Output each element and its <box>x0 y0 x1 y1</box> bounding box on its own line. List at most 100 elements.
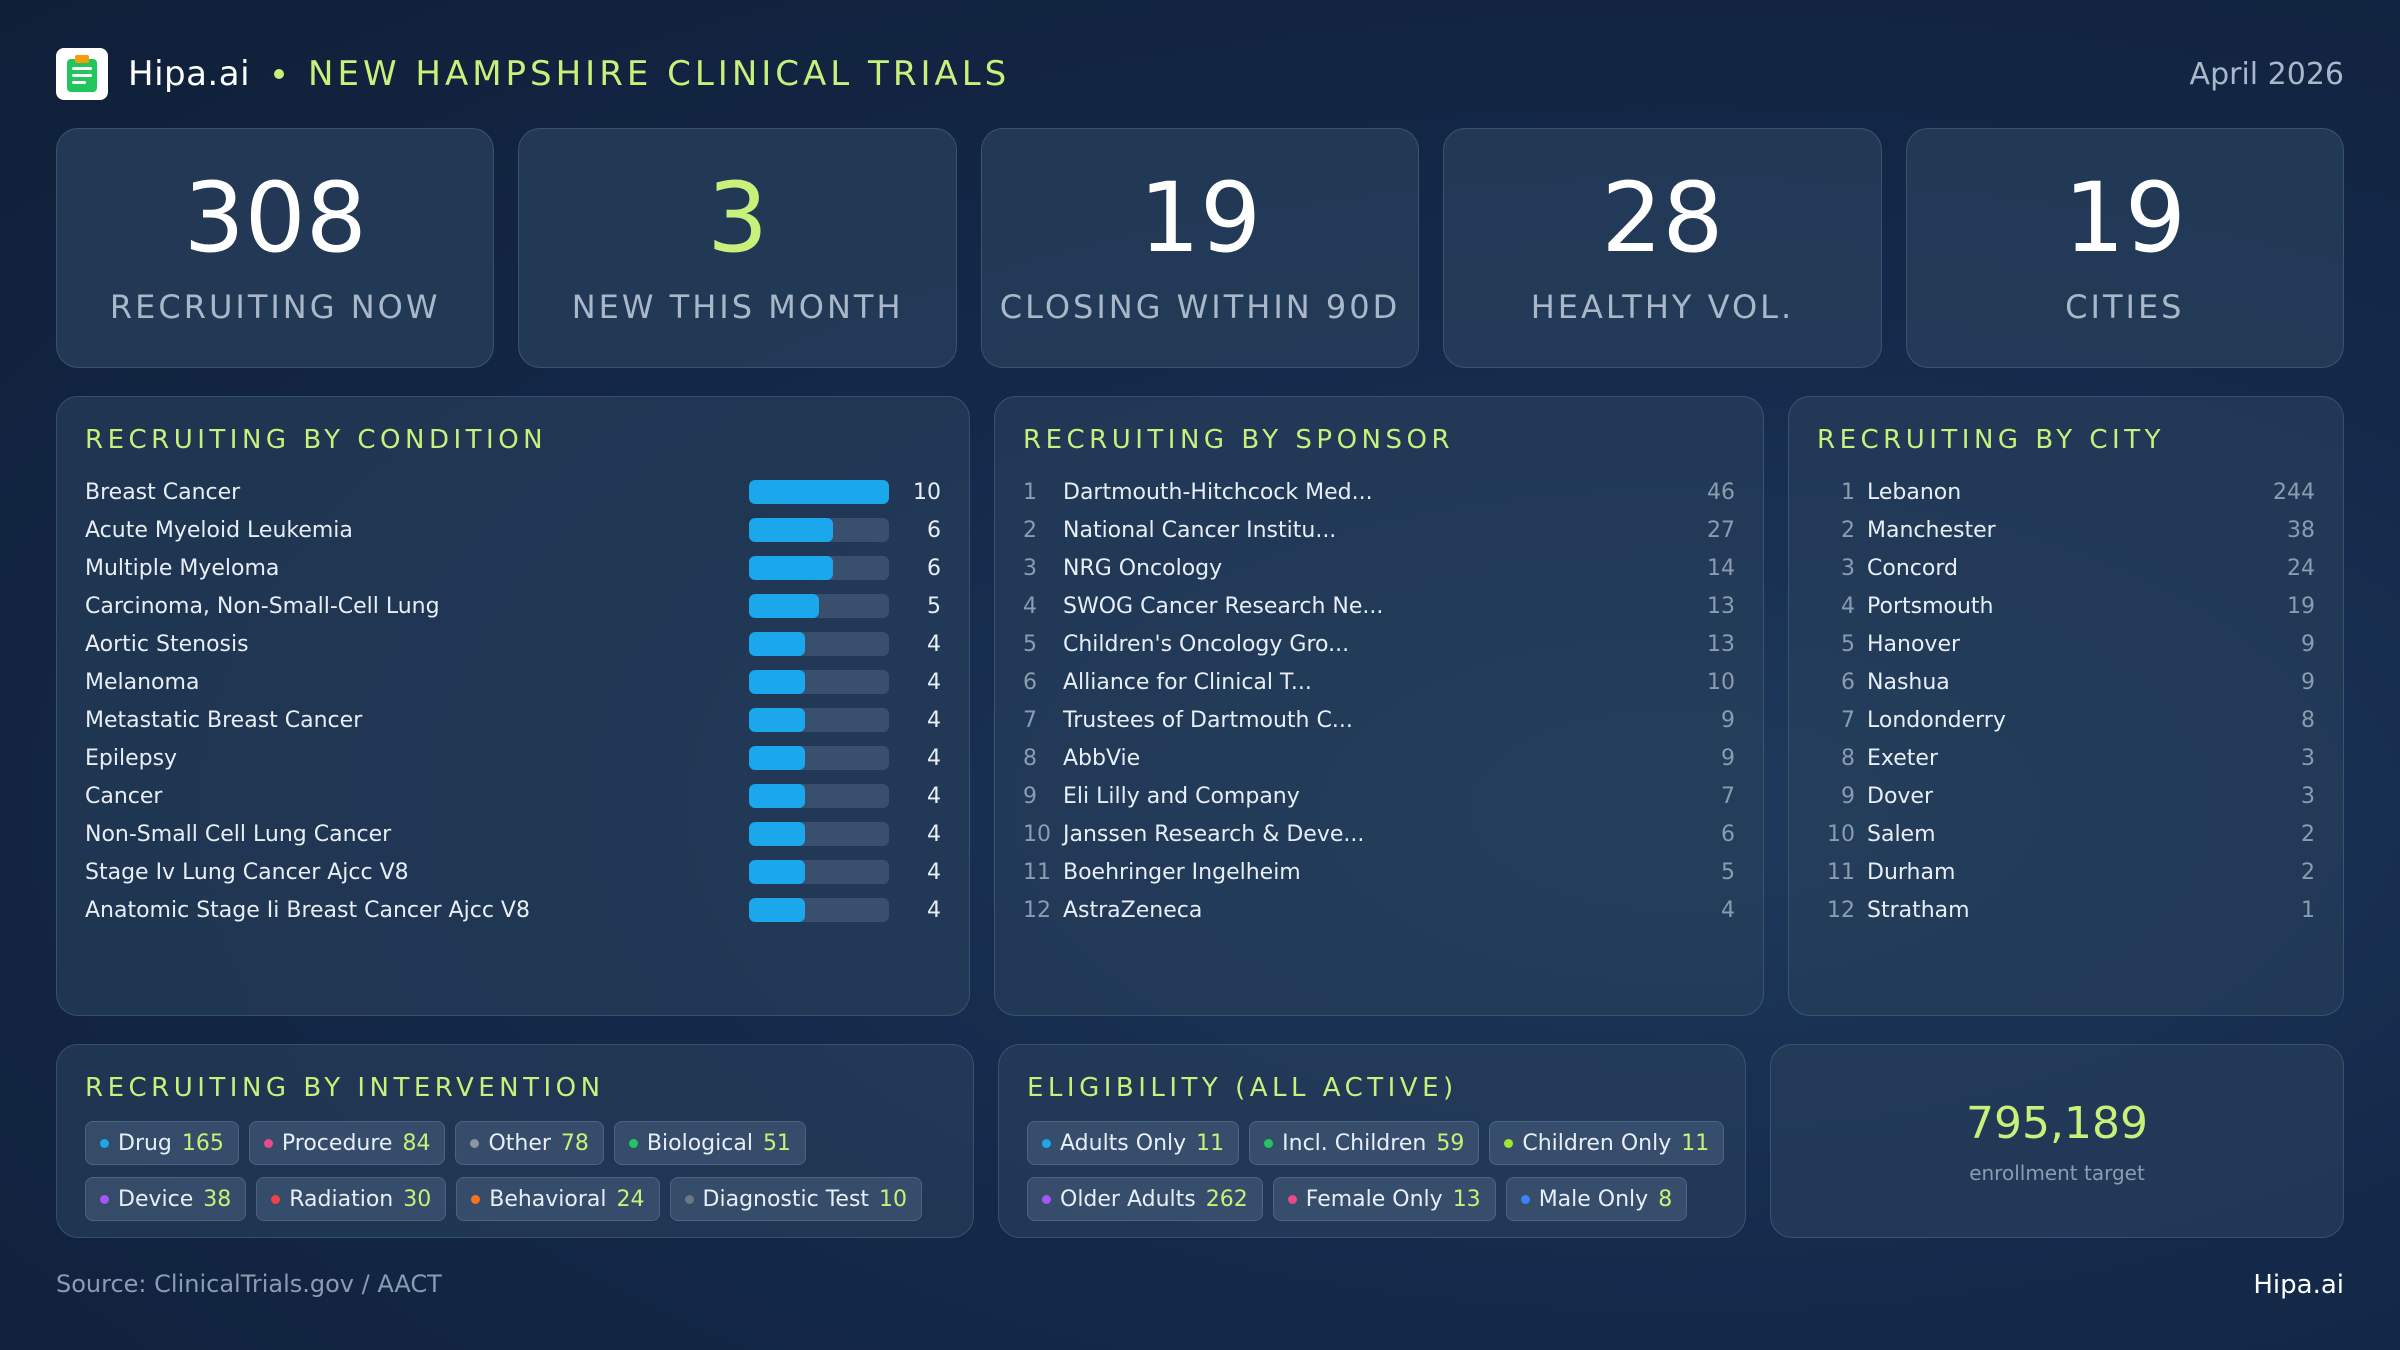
sponsor-row-name: National Cancer Institu... <box>1063 517 1337 543</box>
eligibility-chip-label: Older Adults <box>1060 1186 1196 1212</box>
brand-name: Hipa.ai <box>128 54 251 94</box>
city-row-count: 9 <box>2301 669 2315 695</box>
city-row-count: 2 <box>2301 821 2315 847</box>
condition-count: 6 <box>927 517 941 543</box>
sponsor-row-name: AbbVie <box>1063 745 1141 771</box>
city-row: 8 Exeter 3 <box>1817 739 2315 777</box>
condition-bar <box>749 518 833 542</box>
eligibility-chip: Older Adults 262 <box>1027 1177 1263 1221</box>
condition-name: Cancer <box>85 783 163 809</box>
condition-bar-track <box>749 518 889 542</box>
rank-number: 12 <box>1023 897 1051 923</box>
legend-dot-icon <box>263 1138 273 1148</box>
condition-count: 4 <box>927 897 941 923</box>
city-row: 9 Dover 3 <box>1817 777 2315 815</box>
intervention-chip-label: Biological <box>646 1130 753 1156</box>
condition-bar <box>749 860 805 884</box>
condition-name: Aortic Stenosis <box>85 631 249 657</box>
rank-number: 3 <box>1841 555 1855 581</box>
panel-title: RECRUITING BY SPONSOR <box>1023 425 1455 455</box>
city-row: 5 Hanover 9 <box>1817 625 2315 663</box>
sponsor-row-name: Janssen Research & Deve... <box>1063 821 1365 847</box>
eligibility-chips: Adults Only 11 Incl. Children 59 Children On… <box>1027 1121 1725 1221</box>
condition-bar-track <box>749 822 889 846</box>
sponsor-row-name: Eli Lilly and Company <box>1063 783 1300 809</box>
page-title: NEW HAMPSHIRE CLINICAL TRIALS <box>308 54 1011 94</box>
eligibility-chip: Male Only 8 <box>1505 1177 1688 1221</box>
clipboard-icon <box>56 48 108 100</box>
eligibility-chip-count: 11 <box>1681 1130 1710 1156</box>
city-row-count: 9 <box>2301 631 2315 657</box>
intervention-chip-label: Procedure <box>281 1130 393 1156</box>
intervention-chip-count: 38 <box>203 1186 232 1212</box>
intervention-chip: Device 38 <box>85 1177 247 1221</box>
condition-bar <box>749 670 805 694</box>
city-row-name: Londonderry <box>1867 707 2006 733</box>
intervention-chip: Diagnostic Test 10 <box>669 1177 923 1221</box>
sponsor-row-count: 13 <box>1707 593 1735 619</box>
intervention-chip: Other 78 <box>455 1121 604 1165</box>
city-row-count: 8 <box>2301 707 2315 733</box>
kpi-label: RECRUITING NOW <box>109 288 441 326</box>
city-row-name: Hanover <box>1867 631 1961 657</box>
enrollment-panel: 795,189 enrollment target <box>1770 1044 2344 1238</box>
kpi-value: 19 <box>2063 162 2186 274</box>
footer-brand: Hipa.ai <box>2253 1270 2344 1300</box>
condition-name: Stage Iv Lung Cancer Ajcc V8 <box>85 859 409 885</box>
condition-bar-track <box>749 860 889 884</box>
sponsor-row-count: 27 <box>1707 517 1735 543</box>
source-note: Source: ClinicalTrials.gov / AACT <box>56 1270 442 1298</box>
legend-dot-icon <box>1504 1138 1514 1148</box>
condition-name: Metastatic Breast Cancer <box>85 707 363 733</box>
condition-count: 4 <box>927 821 941 847</box>
report-date: April 2026 <box>2189 56 2344 92</box>
condition-bar-track <box>749 556 889 580</box>
kpi-row: 308 RECRUITING NOW 3 NEW THIS MONTH 19 C… <box>56 128 2345 368</box>
eligibility-chip-count: 11 <box>1196 1130 1225 1156</box>
rank-number: 9 <box>1023 783 1037 809</box>
intervention-chip: Biological 51 <box>613 1121 806 1165</box>
panel-title: RECRUITING BY INTERVENTION <box>85 1073 605 1103</box>
kpi-label: HEALTHY VOL. <box>1530 288 1795 326</box>
intervention-chip-count: 165 <box>181 1130 224 1156</box>
rank-number: 2 <box>1023 517 1037 543</box>
legend-dot-icon <box>684 1194 694 1204</box>
condition-count: 5 <box>927 593 941 619</box>
city-row-name: Concord <box>1867 555 1958 581</box>
condition-bar <box>749 822 805 846</box>
city-row: 12 Stratham 1 <box>1817 891 2315 929</box>
legend-dot-icon <box>100 1138 109 1148</box>
city-row: 3 Concord 24 <box>1817 549 2315 587</box>
eligibility-panel: ELIGIBILITY (ALL ACTIVE) Adults Only 11 In… <box>998 1044 1746 1238</box>
rank-number: 3 <box>1023 555 1037 581</box>
rank-number: 1 <box>1841 479 1855 505</box>
sponsor-row: 9 Eli Lilly and Company 7 <box>1023 777 1735 815</box>
intervention-chip-count: 10 <box>879 1186 908 1212</box>
sponsor-row-count: 7 <box>1721 783 1735 809</box>
kpi-healthy-volunteers: 28 HEALTHY VOL. <box>1443 128 1882 368</box>
rank-number: 11 <box>1023 859 1051 885</box>
kpi-closing-soon: 19 CLOSING WITHIN 90D <box>980 128 1420 368</box>
sponsor-row: 11 Boehringer Ingelheim 5 <box>1023 853 1735 891</box>
condition-bar-track <box>749 632 889 656</box>
enrollment-label: enrollment target <box>1969 1160 2145 1185</box>
sponsor-row-name: Dartmouth-Hitchcock Med... <box>1063 479 1373 505</box>
sponsor-row-count: 6 <box>1721 821 1735 847</box>
rank-number: 8 <box>1841 745 1855 771</box>
condition-row: Metastatic Breast Cancer 4 <box>85 701 941 739</box>
intervention-chip: Procedure 84 <box>248 1121 446 1165</box>
sponsor-row-name: Boehringer Ingelheim <box>1063 859 1301 885</box>
intervention-chip-count: 84 <box>402 1130 431 1156</box>
rank-number: 8 <box>1023 745 1037 771</box>
sponsor-row: 5 Children's Oncology Gro... 13 <box>1023 625 1735 663</box>
intervention-chip-label: Other <box>488 1130 551 1156</box>
rank-number: 6 <box>1841 669 1855 695</box>
eligibility-chip-count: 59 <box>1436 1130 1465 1156</box>
legend-dot-icon <box>1264 1138 1274 1148</box>
condition-row: Acute Myeloid Leukemia 6 <box>85 511 941 549</box>
condition-bar <box>749 480 889 504</box>
condition-row: Cancer 4 <box>85 777 941 815</box>
condition-row: Aortic Stenosis 4 <box>85 625 941 663</box>
condition-panel: RECRUITING BY CONDITION Breast Cancer 10 A… <box>56 396 970 1016</box>
condition-row: Multiple Myeloma 6 <box>85 549 941 587</box>
